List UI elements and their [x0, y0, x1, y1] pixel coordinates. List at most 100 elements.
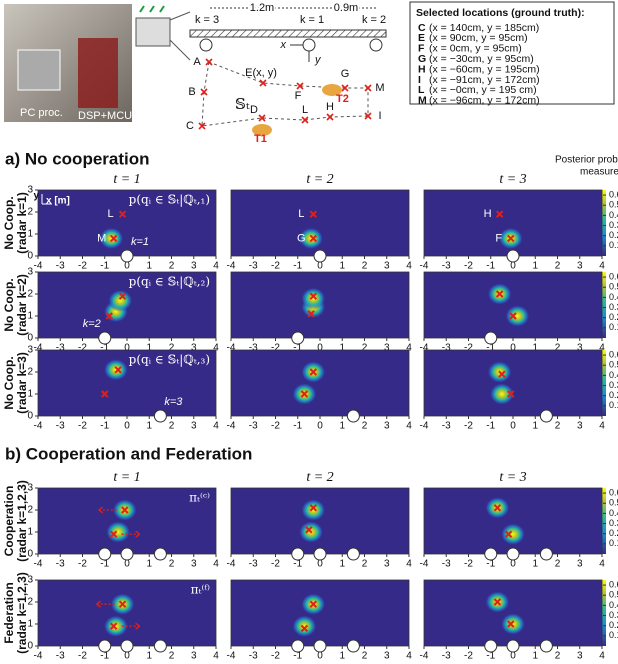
x-tick-label: -2	[78, 559, 87, 570]
axis-label: y	[33, 191, 39, 202]
colorbar-tick-label: 0.4	[609, 210, 618, 220]
heatmap-layer	[104, 359, 128, 381]
x-tick-label: -3	[56, 421, 65, 432]
x-tick-label: 4	[406, 261, 412, 272]
column-title: t = 3	[499, 470, 526, 485]
x-tick-label: -1	[100, 421, 109, 432]
x-tick-label: -2	[271, 421, 280, 432]
x-tick-label: 0	[510, 421, 516, 432]
x-tick-label: -3	[56, 651, 65, 662]
colorbar-tick-label: 0.5	[609, 498, 618, 508]
x-tick-label: -3	[442, 261, 451, 272]
x-tick-label: -4	[420, 261, 429, 272]
cross	[327, 114, 333, 120]
x-tick-label: 1	[532, 261, 538, 272]
y-tick-label: 1	[27, 229, 33, 240]
point-label: G	[341, 68, 350, 80]
heatmap: -4-3-2-101234	[420, 580, 606, 662]
point-label: G	[297, 232, 306, 244]
label: DSP+MCU	[78, 110, 132, 122]
x-tick-label: -3	[56, 559, 65, 570]
cross	[365, 85, 371, 91]
point-label: L	[107, 208, 113, 220]
ceiling	[190, 30, 386, 37]
heatmap-layer	[301, 287, 325, 318]
x-tick-label: -4	[420, 651, 429, 662]
x-tick-label: 1	[532, 651, 538, 662]
label: y	[314, 54, 322, 66]
x-tick-label: -3	[249, 559, 258, 570]
x-tick-label: 1	[532, 559, 538, 570]
x-tick-label: 2	[169, 651, 175, 662]
colorbar-tick-label: 0.3	[609, 518, 618, 528]
x-tick-label: 4	[213, 559, 219, 570]
radar	[314, 640, 326, 652]
radar	[314, 548, 326, 560]
radar	[485, 548, 497, 560]
x-tick-label: 4	[213, 421, 219, 432]
x-tick-label: 2	[169, 421, 175, 432]
heatmap: GL-4-3-2-101234	[227, 190, 413, 272]
heatmap: FH-4-3-2-101234	[420, 190, 606, 272]
label: k = 3	[195, 14, 219, 26]
radar	[154, 410, 166, 422]
x-tick-label: -3	[442, 559, 451, 570]
colorbar-tick-label: 0.3	[609, 220, 618, 230]
plots: t = 1t = 2t = 3No Coop.(radar k=1)0.10.2…	[2, 172, 618, 661]
x-tick-label: 2	[555, 421, 561, 432]
colorbar-tick-label: 0.1	[609, 538, 618, 548]
x-tick-label: -3	[56, 261, 65, 272]
label: x	[280, 39, 287, 51]
y-tick-label: 0	[27, 251, 33, 262]
colorbar-tick-label: 0.6	[609, 189, 618, 199]
x-tick-label: 4	[406, 651, 412, 662]
row-label: (radar k=1)	[15, 192, 29, 254]
label: k = 2	[362, 14, 386, 26]
radar-label: k=1	[131, 236, 149, 248]
x-tick-label: 1	[339, 261, 345, 272]
point-label: L	[298, 208, 304, 220]
column-title: t = 1	[113, 470, 140, 485]
pc	[18, 50, 60, 90]
point-label: F	[495, 232, 502, 244]
colorbar-tick-label: 0.5	[609, 360, 618, 370]
x-tick-label: -2	[271, 651, 280, 662]
x-tick-label: 1	[146, 559, 152, 570]
colorbar-tick-label: 0.1	[609, 240, 618, 250]
pointer	[170, 12, 190, 60]
x-tick-label: 3	[384, 261, 390, 272]
heatmap-background	[231, 350, 409, 416]
x-tick-label: -1	[293, 421, 302, 432]
radar	[370, 39, 382, 51]
colorbar-tick-label: 0.1	[609, 630, 618, 640]
radar	[540, 410, 552, 422]
point-label: M	[375, 82, 384, 94]
x-tick-label: 1	[339, 421, 345, 432]
label: 𝕊ₜ	[235, 95, 250, 113]
row-label: No Coop.	[2, 196, 16, 249]
column-title: t = 1	[113, 172, 140, 187]
x-tick-label: -4	[420, 559, 429, 570]
x-tick-label: 1	[339, 651, 345, 662]
x-tick-label: 3	[577, 261, 583, 272]
colorbar-tick-label: 0.5	[609, 200, 618, 210]
radar	[314, 250, 326, 262]
point-label: A	[193, 56, 201, 68]
x-tick-label: -4	[34, 421, 43, 432]
x-tick-label: -4	[34, 651, 43, 662]
x-tick-label: 2	[362, 651, 368, 662]
heatmap-background	[231, 190, 409, 256]
radar	[540, 640, 552, 652]
x-tick-label: -3	[249, 651, 258, 662]
section-title: b) Cooperation and Federation	[5, 444, 252, 463]
y-tick-label: 1	[27, 527, 33, 538]
y-tick-label: 1	[27, 389, 33, 400]
density-blob	[104, 359, 128, 381]
label: 0.9m	[334, 2, 358, 14]
x-tick-label: 3	[191, 559, 197, 570]
formula: πₜ⁽ᶜ⁾	[189, 491, 210, 505]
figure: PC proc. DSP+MCU k = 3 k = 1 k = 2 1.2m …	[0, 0, 618, 664]
